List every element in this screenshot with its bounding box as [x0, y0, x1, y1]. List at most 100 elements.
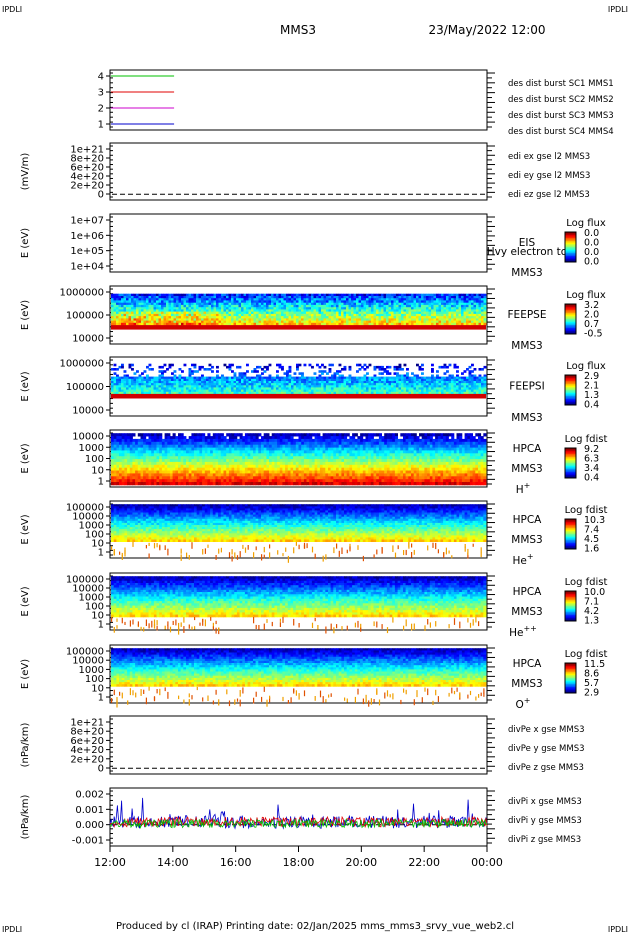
spectrogram-cell [446, 302, 449, 306]
spectrogram-cell [211, 293, 214, 297]
spectrogram-cell [466, 383, 469, 386]
spectrogram-cell [221, 293, 224, 297]
spectrogram-cell [183, 363, 187, 367]
spectrogram-cell [456, 304, 459, 308]
spectrogram-cell [226, 444, 230, 448]
spectrogram-cell [263, 309, 267, 312]
spectrogram-cell [153, 444, 157, 448]
spectrogram-cell [433, 304, 437, 308]
spectrogram-cell [175, 450, 179, 454]
spectrogram-cell [386, 372, 389, 375]
colorbar-segment [565, 384, 576, 386]
spectrogram-cell [356, 320, 359, 324]
spectrogram-cell [398, 368, 402, 371]
spectrogram-cell [116, 441, 120, 446]
spectrogram-cell [466, 313, 469, 317]
spectrogram-cell [401, 309, 404, 312]
spectrogram-cell [251, 300, 254, 303]
spectrogram-cell [251, 304, 254, 308]
spectrogram-cell [388, 304, 392, 308]
spectrogram-cell [361, 318, 364, 321]
spectrogram-cell [126, 385, 129, 388]
spectrogram-cell [458, 389, 462, 393]
spectrogram-cell [178, 450, 182, 454]
spectrogram-cell [261, 311, 264, 315]
spectrogram-cell [183, 479, 187, 483]
spectrogram-cell [255, 479, 259, 483]
spectrogram-cell [242, 447, 246, 451]
spectrogram-cell [198, 316, 202, 319]
spectrogram-cell [306, 307, 309, 310]
spectrogram-cell [253, 309, 257, 312]
spectrogram-cell [274, 467, 278, 471]
spectrogram-cell [111, 322, 114, 326]
spectrogram-cell [137, 467, 141, 471]
spectrogram-cell [253, 470, 257, 474]
spectrogram-cell [211, 318, 214, 321]
spectrogram-cell [346, 376, 349, 380]
spectrogram-cell [233, 316, 237, 319]
spectrogram-cell [448, 320, 452, 324]
spectrogram-cell [203, 320, 207, 324]
spectrogram-cell [323, 376, 327, 380]
spectrogram-cell [281, 378, 284, 382]
spectrogram-cell [316, 383, 319, 386]
spectrogram-cell [178, 296, 182, 299]
spectrogram-cell [279, 456, 283, 460]
spectrogram-cell [438, 304, 442, 308]
spectrogram-cell [116, 482, 120, 486]
spectrogram-cell [216, 365, 219, 369]
spectrogram-cell [218, 300, 222, 303]
spectrogram-cell [131, 387, 134, 390]
spectrogram-cell [141, 304, 144, 308]
spectrogram-cell [401, 391, 404, 395]
spectrogram-cell [426, 311, 429, 315]
spectrogram-cell [206, 376, 209, 380]
spectrogram-cell [476, 320, 479, 324]
spectrogram-cell [148, 320, 152, 324]
spectrogram-cell [283, 391, 287, 395]
spectrogram-cell [396, 309, 399, 312]
spectrogram-cell [178, 436, 182, 440]
spectrogram-cell [436, 316, 439, 319]
spectrogram-cell [253, 467, 257, 471]
spectrogram-cell [281, 383, 284, 386]
spectrogram-cell [277, 453, 281, 457]
spectrogram-cell [276, 302, 279, 306]
spectrogram-cell [451, 307, 454, 310]
spectrogram-cell [161, 372, 164, 375]
spectrogram-cell [348, 383, 352, 386]
spectrogram-cell [328, 318, 332, 321]
colorbar-segment [565, 399, 576, 401]
spectrogram-cell [253, 438, 257, 443]
spectrogram-cell [451, 311, 454, 315]
spectrogram-cell [215, 433, 219, 437]
spectrogram-cell [239, 464, 243, 469]
spectrogram-cell [326, 372, 329, 375]
spectrogram-cell [281, 318, 284, 321]
spectrogram-cell [443, 383, 447, 386]
spectrogram-cell [178, 447, 182, 451]
spectrogram-cell [244, 433, 248, 437]
spectrogram-cell [271, 473, 275, 477]
spectrogram-cell [158, 318, 162, 321]
spectrogram-cell [431, 318, 434, 321]
spectrogram-cell [456, 298, 459, 301]
spectrogram-cell [321, 391, 324, 395]
spectrogram-cell [348, 389, 352, 393]
spectrogram-cell [478, 316, 482, 319]
colorbar-segment [565, 393, 576, 395]
spectrogram-cell [438, 300, 442, 303]
spectrogram-cell [446, 304, 449, 308]
spectrogram-cell [153, 309, 157, 312]
spectrogram-cell [233, 313, 237, 317]
spectrogram-cell [473, 311, 477, 315]
spectrogram-cell [383, 376, 387, 380]
spectrogram-cell [458, 385, 462, 388]
spectrogram-cell [216, 322, 219, 326]
spectrogram-cell [153, 482, 157, 486]
spectrogram-cell [298, 318, 302, 321]
spectrogram-cell [253, 461, 257, 466]
spectrogram-cell [421, 316, 424, 319]
spectrogram-cell [151, 470, 155, 474]
